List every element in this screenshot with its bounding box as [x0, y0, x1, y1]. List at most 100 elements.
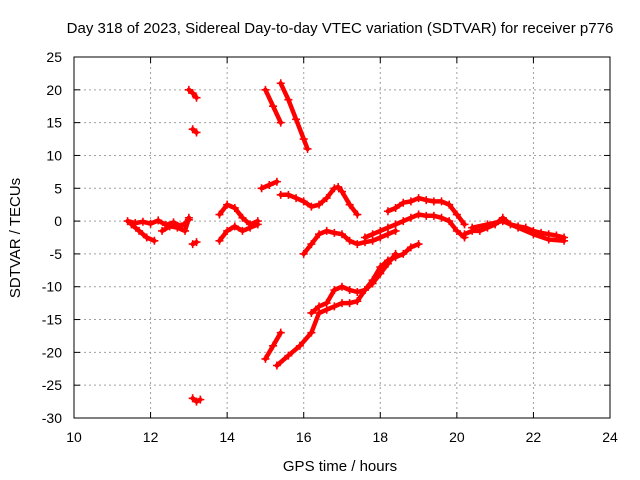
- data-point: [261, 85, 270, 94]
- data-point: [429, 211, 438, 220]
- data-point: [330, 302, 339, 311]
- x-tick-label: 22: [526, 429, 542, 445]
- data-point: [338, 230, 346, 239]
- data-point: [238, 213, 247, 222]
- data-point: [165, 222, 174, 231]
- data-point: [215, 236, 224, 245]
- data-point: [406, 213, 415, 222]
- data-point: [414, 240, 423, 249]
- data-point: [192, 93, 201, 102]
- y-tick-label: -20: [42, 344, 62, 360]
- data-point: [127, 220, 136, 229]
- data-point: [483, 220, 492, 229]
- data-point: [437, 213, 446, 222]
- data-point: [284, 190, 293, 199]
- data-point: [276, 118, 285, 127]
- data-point: [276, 328, 285, 337]
- data-point: [330, 184, 339, 193]
- series-arc-i: [215, 220, 262, 245]
- data-point: [334, 182, 343, 191]
- data-point: [445, 217, 454, 226]
- data-point: [276, 79, 285, 88]
- data-point: [292, 115, 301, 124]
- x-tick-label: 24: [602, 429, 618, 445]
- data-point: [391, 203, 400, 212]
- data-point: [299, 135, 308, 144]
- data-point: [360, 233, 369, 242]
- data-point: [261, 354, 270, 363]
- y-tick-label: 20: [46, 82, 62, 98]
- data-point: [269, 102, 278, 111]
- series-arc-f: [188, 238, 201, 249]
- data-point: [376, 226, 385, 235]
- data-point: [272, 177, 281, 186]
- data-point: [238, 226, 247, 235]
- y-tick-label: -25: [42, 377, 62, 393]
- y-tick-label: -5: [50, 246, 63, 262]
- x-tick-label: 20: [449, 429, 465, 445]
- data-point: [383, 223, 392, 232]
- data-point: [158, 226, 167, 235]
- data-point: [330, 286, 339, 295]
- y-tick-label: 15: [46, 115, 62, 131]
- data-point: [529, 230, 538, 239]
- data-point: [345, 236, 354, 245]
- data-point: [414, 210, 423, 219]
- data-point: [315, 302, 324, 311]
- data-point: [422, 211, 431, 220]
- data-point: [368, 276, 377, 285]
- data-point: [391, 220, 400, 229]
- data-point: [345, 299, 354, 308]
- data-point: [142, 233, 151, 242]
- data-point: [135, 226, 144, 235]
- data-point: [223, 200, 232, 209]
- data-point: [353, 240, 362, 249]
- x-axis-label: GPS time / hours: [283, 458, 397, 475]
- data-point: [345, 286, 354, 295]
- data-point: [223, 226, 232, 235]
- data-point: [368, 230, 377, 239]
- y-tick-label: -10: [42, 279, 62, 295]
- data-point: [265, 180, 274, 189]
- series-arc-s: [383, 194, 469, 229]
- data-point: [399, 198, 408, 207]
- data-point: [196, 395, 205, 404]
- series-arc-l: [257, 177, 281, 193]
- series-arc-e: [188, 125, 201, 137]
- data-point: [284, 95, 293, 104]
- y-tick-label: -15: [42, 312, 62, 328]
- data-point: [192, 238, 201, 247]
- data-points: [123, 79, 569, 406]
- x-tick-label: 16: [296, 429, 312, 445]
- y-axis-label: SDTVAR / TECUs: [7, 178, 24, 298]
- data-point: [383, 256, 392, 265]
- data-point: [452, 210, 461, 219]
- series-arc-d: [184, 85, 201, 102]
- series-arc-g: [188, 394, 205, 406]
- data-point: [452, 226, 461, 235]
- data-point: [303, 144, 312, 153]
- plot-frame: [73, 56, 611, 419]
- data-point: [437, 197, 446, 206]
- data-point: [468, 223, 477, 232]
- data-point: [192, 128, 201, 137]
- data-point: [269, 341, 278, 350]
- chart-title: Day 318 of 2023, Sidereal Day-to-day VTE…: [67, 20, 614, 37]
- data-point: [391, 253, 400, 262]
- data-point: [295, 341, 304, 350]
- data-point: [307, 202, 316, 211]
- data-point: [307, 308, 316, 317]
- data-point: [257, 184, 266, 193]
- data-point: [292, 194, 301, 203]
- series-arc-k: [276, 79, 312, 153]
- data-point: [422, 196, 431, 205]
- data-point: [181, 226, 190, 235]
- series-arc-j: [261, 85, 285, 127]
- series-arc-p: [307, 240, 423, 317]
- data-point: [215, 210, 224, 219]
- data-point: [445, 200, 454, 209]
- data-point: [383, 207, 392, 216]
- data-point: [150, 236, 159, 245]
- y-tick-label: 10: [46, 147, 62, 163]
